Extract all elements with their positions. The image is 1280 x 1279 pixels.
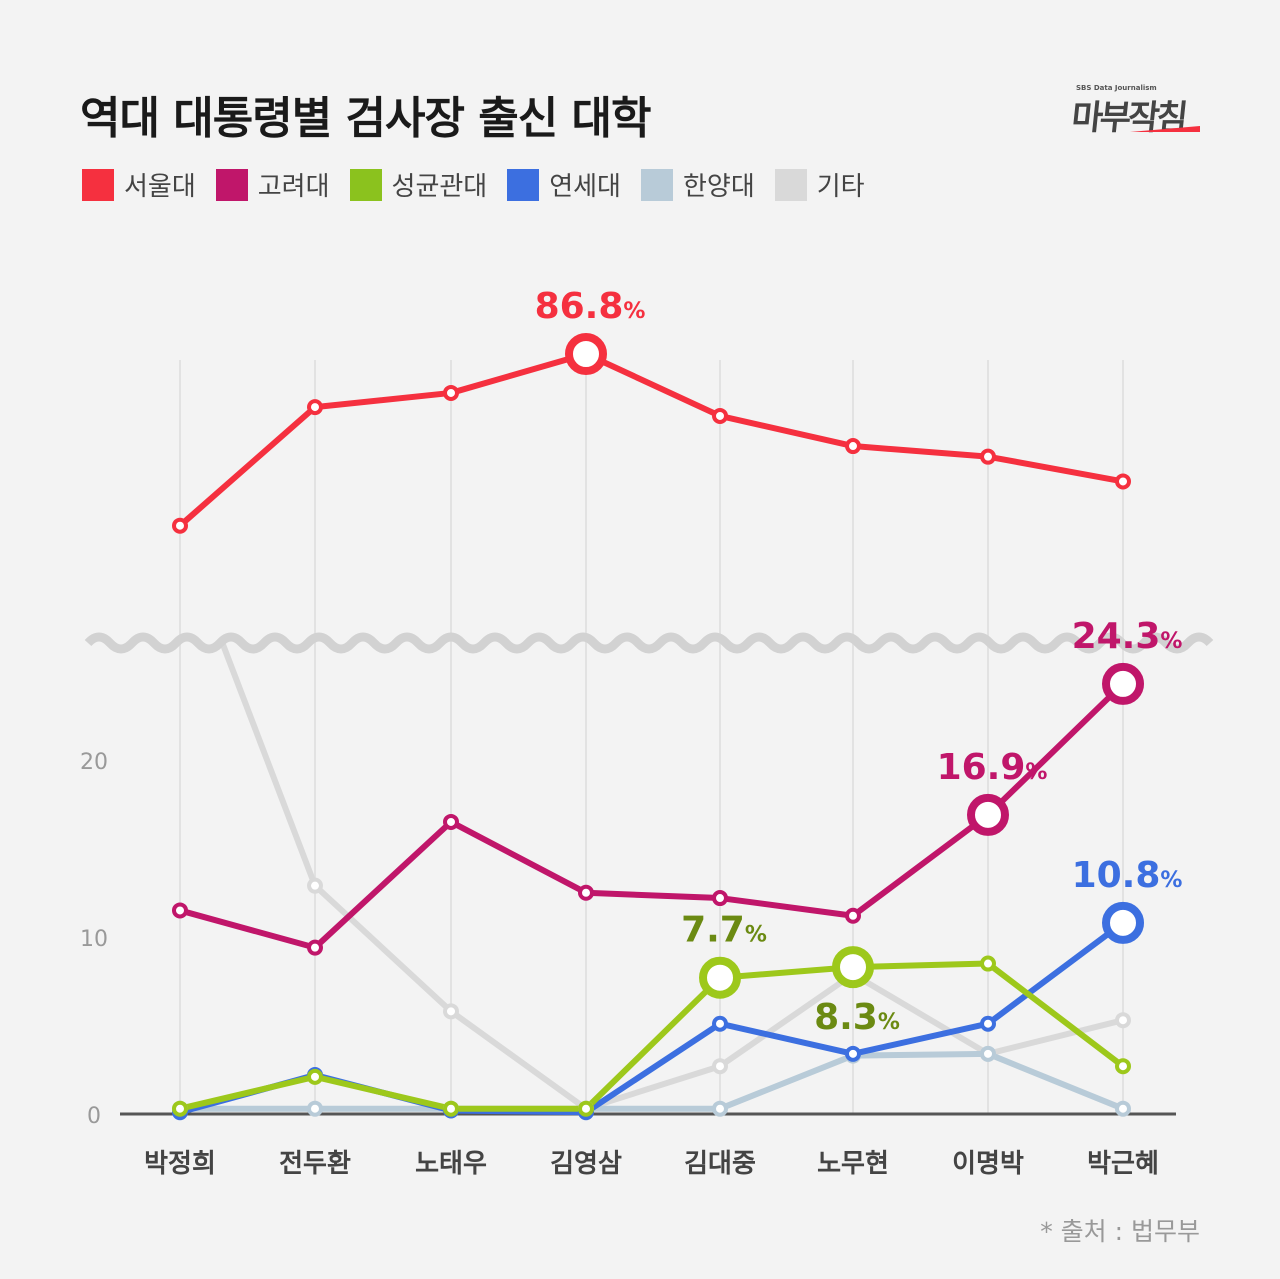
legend-item: 고려대 [215, 166, 330, 203]
data-point [712, 407, 728, 424]
y-tick-label: 10 [80, 927, 108, 952]
data-point [845, 907, 861, 924]
series-line-서울대 [178, 351, 1124, 528]
data-point [307, 939, 323, 956]
data-point [699, 956, 741, 999]
legend-label: 기타 [816, 172, 865, 202]
data-point [1102, 662, 1144, 705]
x-tick-label: 박정희 [144, 1149, 216, 1179]
x-tick-label: 박근혜 [1087, 1149, 1159, 1179]
legend-swatch [215, 168, 248, 201]
data-point [307, 399, 323, 416]
legend-item: 성균관대 [349, 166, 488, 203]
series-line-기타 [219, 640, 1124, 1112]
legend-swatch [349, 168, 382, 201]
data-point [578, 1100, 594, 1117]
chart-title: 역대 대통령별 검사장 출신 대학 [80, 93, 652, 144]
data-point [1102, 901, 1144, 944]
legend-label: 고려대 [257, 172, 330, 202]
data-point [845, 1045, 861, 1062]
logo-subtitle: SBS Data Journalism [1076, 84, 1157, 92]
source-note: * 출처 : 법무부 [1040, 1217, 1200, 1246]
data-label: 16.9% [937, 747, 1048, 788]
data-point [832, 946, 874, 989]
data-label: 8.3% [814, 997, 900, 1038]
x-tick-label: 노태우 [415, 1149, 487, 1179]
y-tick-label: 20 [80, 750, 108, 775]
x-tick-label: 이명박 [952, 1149, 1024, 1179]
data-label: 7.7% [681, 910, 767, 951]
data-point [1115, 1100, 1131, 1117]
series-line-성균관대 [179, 960, 1125, 1112]
series-line-한양대 [180, 1050, 1125, 1112]
logo-accent [1130, 126, 1200, 132]
data-point [172, 902, 188, 919]
data-label: 24.3% [1072, 616, 1183, 657]
x-tick-label: 전두환 [279, 1149, 351, 1179]
data-point [1115, 1058, 1131, 1075]
data-point [307, 1100, 323, 1117]
data-point [565, 333, 607, 375]
data-point [443, 384, 459, 401]
data-label: 86.8% [535, 286, 646, 327]
data-point [980, 1045, 996, 1062]
legend-item: 연세대 [507, 166, 621, 203]
data-point [578, 884, 594, 901]
x-tick-label: 김영삼 [550, 1149, 622, 1179]
data-point [172, 1100, 188, 1117]
data-point [967, 793, 1009, 836]
data-point [1115, 473, 1131, 490]
legend-swatch [640, 168, 673, 201]
legend-item: 서울대 [82, 166, 196, 203]
data-point [712, 1100, 728, 1117]
logo: SBS Data Journalism 마부작침 [1070, 84, 1202, 138]
legend-label: 서울대 [124, 172, 196, 202]
legend-label: 성균관대 [391, 172, 488, 202]
series-line-고려대 [179, 681, 1126, 951]
data-point [307, 877, 323, 894]
data-point [443, 813, 459, 830]
legend-item: 기타 [774, 166, 865, 203]
legend: 서울대 고려대 성균관대 연세대 한양대 기타 [82, 166, 885, 203]
data-point [712, 1058, 728, 1075]
x-tick-label: 노무현 [817, 1149, 889, 1179]
legend-swatch [82, 168, 114, 201]
axis-break-wave [84, 632, 1214, 654]
data-point [845, 438, 861, 455]
y-tick-label: 0 [87, 1104, 101, 1129]
data-point [307, 1068, 323, 1085]
x-tick-label: 김대중 [684, 1149, 756, 1179]
data-point [1115, 1012, 1131, 1029]
data-point [712, 890, 728, 907]
legend-label: 연세대 [549, 172, 621, 202]
legend-item: 한양대 [640, 166, 755, 203]
data-point [712, 1015, 728, 1032]
data-point [980, 955, 996, 972]
data-point [980, 1015, 996, 1032]
legend-label: 한양대 [682, 172, 755, 202]
data-point [443, 1100, 459, 1117]
data-point [980, 448, 996, 465]
data-point [172, 517, 188, 534]
legend-swatch [774, 168, 807, 201]
data-label: 10.8% [1072, 855, 1183, 896]
data-point [443, 1003, 459, 1020]
legend-swatch [507, 168, 540, 201]
